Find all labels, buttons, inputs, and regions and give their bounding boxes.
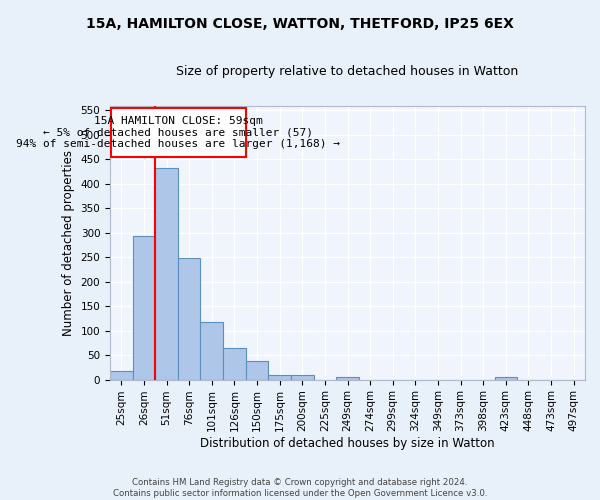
Bar [494,376,517,380]
Bar [110,372,133,380]
Bar [246,362,268,380]
Bar [268,374,291,380]
Text: 15A, HAMILTON CLOSE, WATTON, THETFORD, IP25 6EX: 15A, HAMILTON CLOSE, WATTON, THETFORD, I… [86,18,514,32]
Bar [133,236,155,380]
Bar [178,258,200,380]
Bar [200,322,223,380]
Y-axis label: Number of detached properties: Number of detached properties [62,150,75,336]
X-axis label: Distribution of detached houses by size in Watton: Distribution of detached houses by size … [200,437,495,450]
FancyBboxPatch shape [111,108,246,157]
Title: Size of property relative to detached houses in Watton: Size of property relative to detached ho… [176,65,518,78]
Bar [291,374,314,380]
Bar [223,348,246,380]
Bar [155,168,178,380]
Text: 15A HAMILTON CLOSE: 59sqm
← 5% of detached houses are smaller (57)
94% of semi-d: 15A HAMILTON CLOSE: 59sqm ← 5% of detach… [16,116,340,149]
Bar [336,376,359,380]
Text: Contains HM Land Registry data © Crown copyright and database right 2024.
Contai: Contains HM Land Registry data © Crown c… [113,478,487,498]
